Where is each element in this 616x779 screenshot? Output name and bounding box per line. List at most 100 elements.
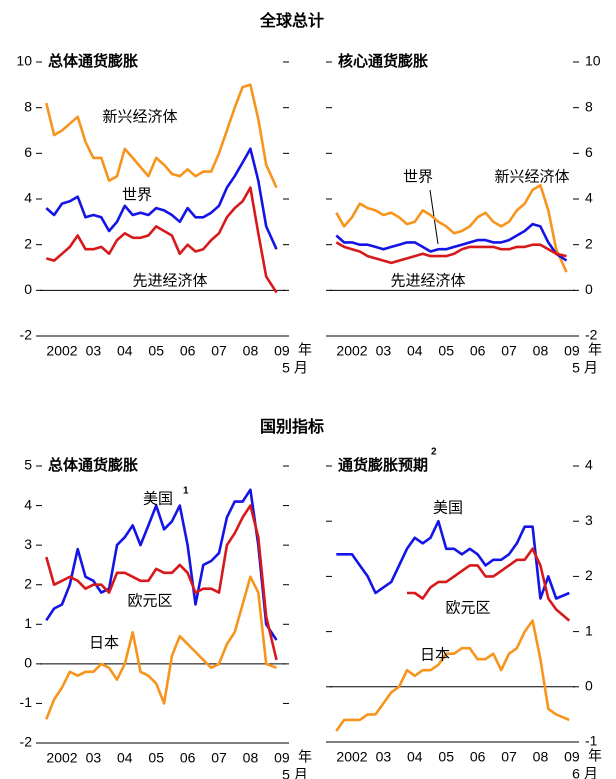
y-tick-label: -1 bbox=[585, 733, 598, 749]
y-tick-label: 4 bbox=[585, 457, 593, 473]
x-tick-label: 03 bbox=[376, 749, 392, 765]
series-line bbox=[45, 575, 277, 720]
x-last-label: 6 月 bbox=[572, 766, 598, 779]
x-tick-label: 04 bbox=[117, 343, 133, 359]
x-tick-label: 2002 bbox=[46, 343, 77, 359]
y-tick-label: 2 bbox=[24, 575, 32, 591]
y-tick-label: 0 bbox=[585, 678, 593, 694]
x-tick-label: 05 bbox=[438, 343, 454, 359]
x-last-label: 5 月 bbox=[572, 360, 598, 376]
series-label: 先进经济体 bbox=[132, 272, 207, 289]
y-tick-label: 4 bbox=[24, 190, 32, 206]
x-tick-label: 2002 bbox=[336, 749, 367, 765]
x-tick-label: 09 bbox=[274, 750, 290, 766]
x-tick-label: 05 bbox=[438, 749, 454, 765]
title-footnote: 2 bbox=[431, 447, 437, 458]
y-tick-label: 6 bbox=[585, 144, 593, 160]
series-line bbox=[335, 184, 568, 273]
y-tick-label: 0 bbox=[585, 281, 593, 297]
series-label: 世界 bbox=[403, 168, 433, 185]
series-line bbox=[45, 83, 278, 189]
x-tick-label: 2002 bbox=[46, 750, 77, 766]
section-title: 全球总计 bbox=[259, 11, 324, 30]
y-tick-label: -2 bbox=[20, 734, 33, 750]
panel-title: 总体通货膨胀 bbox=[48, 52, 138, 70]
x-tick-label: 08 bbox=[533, 343, 549, 359]
x-unit: 年 bbox=[298, 342, 312, 358]
x-tick-label: 09 bbox=[564, 749, 580, 765]
x-last-label: 5 月 bbox=[282, 767, 308, 779]
y-tick-label: 2 bbox=[24, 235, 32, 251]
y-tick-label: 2 bbox=[585, 235, 593, 251]
x-tick-label: 05 bbox=[148, 343, 164, 359]
x-tick-label: 04 bbox=[407, 749, 423, 765]
y-tick-label: 5 bbox=[24, 457, 32, 473]
x-tick-label: 06 bbox=[470, 343, 486, 359]
x-tick-label: 08 bbox=[533, 749, 549, 765]
y-tick-label: 2 bbox=[585, 567, 593, 583]
y-tick-label: 1 bbox=[24, 615, 32, 631]
section-title: 国别指标 bbox=[260, 417, 324, 436]
x-tick-label: 08 bbox=[243, 750, 259, 766]
series-label: 新兴经济体 bbox=[494, 168, 569, 185]
y-tick-label: 4 bbox=[585, 190, 593, 206]
x-tick-label: 06 bbox=[180, 343, 196, 359]
y-tick-label: 0 bbox=[24, 281, 32, 297]
x-tick-label: 08 bbox=[243, 343, 259, 359]
series-line bbox=[335, 619, 570, 732]
series-label: 欧元区 bbox=[445, 599, 490, 616]
y-tick-label: 1 bbox=[585, 622, 593, 638]
x-last-label: 5 月 bbox=[282, 360, 308, 376]
x-tick-label: 03 bbox=[86, 343, 102, 359]
panel-title: 总体通货膨胀 bbox=[48, 456, 138, 474]
x-tick-label: 09 bbox=[274, 343, 290, 359]
x-tick-label: 2002 bbox=[336, 343, 367, 359]
x-tick-label: 04 bbox=[407, 343, 423, 359]
series-footnote: 1 bbox=[183, 486, 189, 497]
series-label: 日本 bbox=[420, 646, 450, 663]
x-tick-label: 07 bbox=[501, 343, 517, 359]
x-tick-label: 03 bbox=[86, 750, 102, 766]
series-label: 先进经济体 bbox=[390, 272, 465, 289]
series-line bbox=[335, 222, 568, 262]
y-tick-label: 0 bbox=[24, 655, 32, 671]
series-line bbox=[407, 547, 571, 622]
x-unit: 年 bbox=[298, 749, 312, 765]
x-unit: 年 bbox=[588, 748, 602, 764]
x-tick-label: 07 bbox=[211, 750, 227, 766]
y-tick-label: 3 bbox=[24, 536, 32, 552]
series-line bbox=[336, 519, 570, 600]
x-tick-label: 04 bbox=[117, 750, 133, 766]
y-tick-label: 4 bbox=[24, 496, 32, 512]
y-tick-label: -1 bbox=[20, 694, 33, 710]
x-unit: 年 bbox=[588, 342, 602, 358]
y-tick-label: 6 bbox=[24, 144, 32, 160]
series-label: 世界 bbox=[122, 186, 152, 203]
y-tick-label: -2 bbox=[585, 327, 598, 343]
y-tick-label: 10 bbox=[16, 53, 32, 69]
series-line bbox=[45, 488, 278, 641]
x-tick-label: 03 bbox=[376, 343, 392, 359]
series-label: 欧元区 bbox=[127, 592, 172, 609]
series-label: 美国 bbox=[143, 490, 173, 507]
series-line bbox=[335, 241, 567, 265]
series-label: 新兴经济体 bbox=[102, 108, 177, 125]
x-tick-label: 06 bbox=[180, 750, 196, 766]
y-tick-label: 8 bbox=[585, 98, 593, 114]
series-line bbox=[45, 186, 278, 294]
y-tick-label: 10 bbox=[585, 53, 601, 69]
x-tick-label: 07 bbox=[211, 343, 227, 359]
y-tick-label: 8 bbox=[24, 98, 32, 114]
y-tick-label: -2 bbox=[20, 327, 33, 343]
x-tick-label: 05 bbox=[148, 750, 164, 766]
y-tick-label: 3 bbox=[585, 512, 593, 528]
panel-title: 核心通货膨胀 bbox=[338, 52, 428, 70]
series-line bbox=[45, 504, 278, 661]
series-line bbox=[45, 147, 278, 250]
series-label: 美国 bbox=[433, 499, 463, 516]
x-tick-label: 09 bbox=[564, 343, 580, 359]
x-tick-label: 07 bbox=[501, 749, 517, 765]
panel-title: 通货膨胀预期 bbox=[338, 456, 428, 474]
series-label: 日本 bbox=[89, 634, 119, 651]
